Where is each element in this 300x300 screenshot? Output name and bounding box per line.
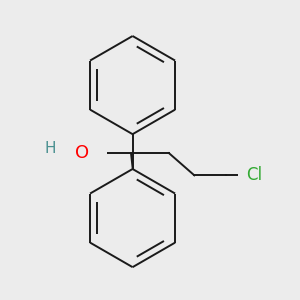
Text: O: O — [75, 144, 89, 162]
Text: Cl: Cl — [247, 166, 263, 184]
Text: H: H — [44, 141, 56, 156]
